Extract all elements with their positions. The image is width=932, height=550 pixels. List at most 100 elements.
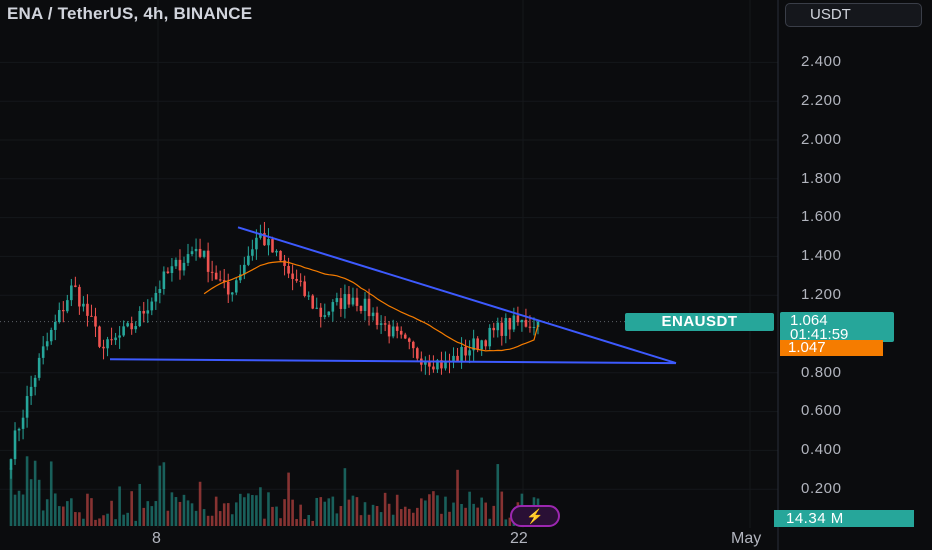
volume-bar <box>114 519 117 526</box>
candle <box>391 326 395 337</box>
volume-bar <box>9 467 13 526</box>
volume-bar <box>41 510 45 526</box>
last-price-label: 1.064 01:41:59 <box>780 312 894 342</box>
volume-bar <box>371 504 375 526</box>
candle <box>367 298 371 317</box>
volume-bar <box>202 509 206 526</box>
volume-bar <box>21 494 25 526</box>
volume-bar <box>102 515 105 526</box>
candle <box>230 292 234 295</box>
currency-button[interactable]: USDT <box>785 3 922 27</box>
volume-bar <box>351 495 355 526</box>
price-tick: 1.200 <box>801 286 842 303</box>
candle <box>174 259 178 267</box>
candle <box>516 315 520 323</box>
volume-bar <box>444 496 447 526</box>
lightning-icon[interactable]: ⚡ <box>510 505 560 527</box>
symbol-label: ENAUSDT <box>625 313 774 331</box>
candle <box>102 346 105 349</box>
candle <box>130 323 133 330</box>
volume-bar <box>29 479 33 526</box>
volume-bar <box>331 496 335 526</box>
candle <box>532 327 536 329</box>
volume-bar <box>206 515 210 526</box>
trendlines[interactable] <box>109 226 677 365</box>
candle <box>536 321 540 328</box>
candle <box>520 319 524 323</box>
volume-bar <box>411 512 415 526</box>
candle <box>399 330 403 335</box>
candle <box>508 318 512 330</box>
candle <box>476 338 479 350</box>
volume-bar <box>17 490 21 526</box>
volume-bar <box>504 519 508 526</box>
candle <box>343 294 347 309</box>
candle <box>243 264 246 275</box>
volume-bar <box>440 513 443 526</box>
volume-bar <box>146 501 150 526</box>
volume-bar <box>335 513 339 526</box>
volume-bar <box>218 511 222 526</box>
volume-bar <box>134 520 138 526</box>
volume-bar <box>66 501 69 526</box>
volume-bar <box>279 518 282 526</box>
candle <box>407 338 411 342</box>
volume-bar <box>86 493 89 526</box>
candle <box>210 271 214 273</box>
volume-bar <box>210 515 214 526</box>
volume-bar <box>343 468 347 526</box>
volume-bar <box>234 502 238 526</box>
volume-bar <box>226 503 230 526</box>
candle <box>53 322 57 330</box>
candle <box>428 362 431 367</box>
volume-bar <box>142 507 146 526</box>
candle <box>234 280 238 293</box>
volume-bar <box>395 494 399 526</box>
volume-bar <box>230 514 234 526</box>
candle <box>57 310 61 323</box>
candle <box>13 430 17 460</box>
volume-bar <box>367 514 371 526</box>
candle <box>291 273 294 279</box>
candle <box>239 274 242 281</box>
volume-bar <box>460 503 463 526</box>
volume-bar <box>190 503 194 526</box>
candle <box>403 334 407 339</box>
candle <box>218 279 222 281</box>
support-trendline <box>109 358 677 365</box>
candle <box>202 250 206 257</box>
candle <box>94 316 97 327</box>
candle <box>424 362 427 365</box>
candle <box>468 350 471 356</box>
candle <box>500 322 504 336</box>
volume-bar <box>194 510 198 526</box>
volume-bar <box>359 515 363 526</box>
candle <box>335 298 339 303</box>
candle <box>387 324 391 337</box>
moving-average-label: 1.047 <box>780 340 883 356</box>
candle <box>444 360 447 369</box>
candle <box>154 292 158 302</box>
candle <box>452 355 455 363</box>
volume-bar <box>13 494 17 526</box>
volume-bar <box>170 492 174 526</box>
candle <box>440 360 443 369</box>
volume-bar <box>283 499 286 526</box>
candle <box>311 295 315 309</box>
volume-bar <box>428 494 431 526</box>
price-tick: 1.400 <box>801 247 842 264</box>
volume-bar <box>476 507 479 526</box>
volume-bar <box>323 501 327 526</box>
volume-bar <box>488 518 492 526</box>
volume-bar <box>247 493 250 526</box>
volume-bar <box>25 456 29 526</box>
candle <box>214 272 218 280</box>
volume-bar <box>303 519 306 526</box>
candle <box>61 310 65 312</box>
volume-bar <box>222 503 226 526</box>
price-tick: 0.200 <box>801 480 842 497</box>
candle <box>436 360 439 370</box>
volume-bar <box>178 501 182 526</box>
candle <box>255 237 258 250</box>
